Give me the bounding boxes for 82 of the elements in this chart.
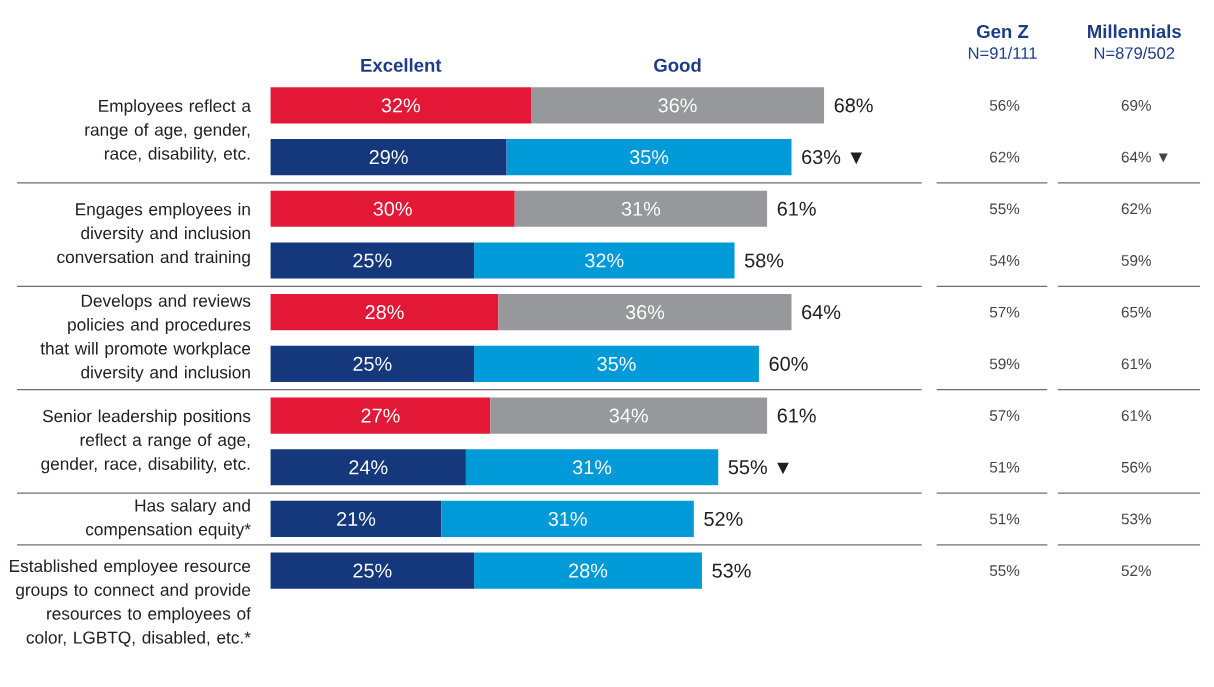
data-label: 28% [569, 563, 608, 578]
bar [270, 294, 499, 331]
text: 53% [1121, 513, 1151, 525]
series-label: Good [654, 58, 701, 72]
text: 69% [1121, 100, 1151, 111]
data-label: 25% [353, 253, 392, 268]
total-label: 52% [704, 511, 743, 527]
bar [270, 345, 475, 382]
bar [465, 449, 719, 486]
total-label: 61% [777, 201, 816, 216]
data-label: 30% [373, 201, 412, 216]
data-label: 27% [361, 408, 400, 423]
data-label: 34% [609, 408, 648, 423]
text: 59% [989, 358, 1020, 370]
bar [506, 139, 792, 176]
text: 62% [1121, 203, 1151, 215]
y-tick-label: Develops and reviews policies and procedures that will promote workplace diversity and inclusion [40, 294, 251, 382]
text: 55% [989, 203, 1020, 215]
text: 57% [989, 410, 1020, 421]
total-label: 55% ▼ [728, 460, 789, 475]
total-label: 58% [744, 253, 784, 268]
data-label: 25% [353, 563, 392, 578]
bar [514, 190, 768, 227]
text: 52% [1121, 565, 1151, 577]
total-label: 64% [802, 305, 841, 320]
data-label: 31% [548, 511, 587, 527]
data-label: 35% [597, 356, 636, 371]
bar [531, 87, 825, 124]
bar [270, 449, 466, 486]
bar [270, 190, 515, 227]
total-label: 61% [777, 408, 816, 423]
bar [474, 345, 759, 382]
total-label: 68% [834, 98, 873, 113]
data-label: 31% [621, 201, 661, 216]
text: 56% [1121, 461, 1151, 473]
bar [441, 500, 694, 538]
data-label: 32% [585, 253, 624, 268]
bar [270, 242, 475, 279]
data-label: 29% [369, 150, 408, 165]
text: 62% [990, 151, 1020, 163]
series-label: Excellent [361, 58, 442, 72]
text: 61% [1121, 410, 1151, 421]
text: 61% [1121, 358, 1151, 370]
bar [474, 242, 735, 279]
total-label: 63% ▼ [802, 150, 863, 165]
bar [490, 397, 768, 434]
bar [270, 87, 532, 124]
bar [270, 500, 442, 538]
total-label: 53% [712, 563, 751, 578]
text: 54% [989, 255, 1020, 266]
text: 64% ▼ [1121, 151, 1168, 163]
text: 56% [989, 100, 1020, 111]
bar [474, 552, 702, 589]
bar [498, 294, 792, 331]
bar [270, 397, 491, 434]
category-label: Gen Z [976, 24, 1029, 39]
data-label: 25% [353, 356, 392, 371]
data-label: 21% [337, 511, 376, 526]
text: 59% [1121, 255, 1151, 266]
data-label: 36% [625, 305, 665, 320]
text: 51% [989, 461, 1020, 473]
bar [270, 139, 507, 176]
y-tick-label: Senior leadership positions reflect a range of age, gender, race, disability, etc. [41, 409, 251, 474]
data-label: 35% [629, 150, 669, 165]
text: 57% [989, 306, 1020, 318]
text: 65% [1121, 306, 1151, 318]
text: 51% [989, 513, 1020, 525]
text: N=91/111 [968, 46, 1037, 59]
y-tick-label: Established employee resource groups to connect and provide resources to employees of color, LGBTQ, disabled, etc.* [10, 559, 251, 647]
data-label: 32% [381, 98, 420, 113]
data-label: 36% [658, 98, 697, 113]
text: N=879/502 [1094, 46, 1175, 59]
data-label: 28% [365, 305, 404, 320]
data-label: 24% [349, 460, 388, 475]
category-label: Millennials [1088, 24, 1181, 39]
y-tick-label: Engages employees in diversity and inclusion conversation and training [57, 202, 250, 267]
y-tick-label: Has salary and compensation equity* [85, 499, 251, 539]
total-label: 60% [769, 356, 808, 371]
data-label: 31% [572, 460, 612, 475]
y-tick-label: Employees reflect a range of age, gender, race, disability, etc. [85, 99, 251, 164]
bar [270, 552, 475, 589]
text: 55% [989, 565, 1020, 577]
